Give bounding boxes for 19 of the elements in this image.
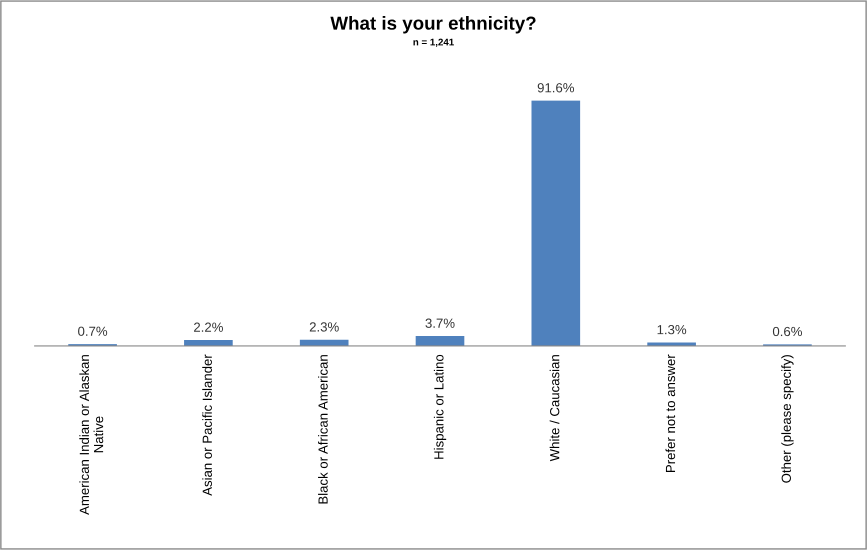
- data-label: 91.6%: [538, 83, 574, 92]
- bar: [531, 100, 580, 346]
- chart-title: What is your ethnicity?: [330, 16, 536, 34]
- data-label: 3.7%: [425, 318, 455, 328]
- data-label: 0.6%: [772, 326, 802, 336]
- x-tick-label: Prefer not to answer: [665, 354, 676, 472]
- bar: [416, 336, 464, 346]
- bar: [184, 340, 233, 346]
- x-tick-label: Asian or Pacific Islander: [202, 354, 212, 496]
- x-tick-label: White / Caucasian: [550, 355, 560, 462]
- data-label: 2.2%: [194, 322, 223, 332]
- x-tick-label: Other (please specify): [781, 355, 794, 483]
- data-label: 2.3%: [310, 322, 339, 332]
- x-tick-label: American Indian or Alaskan Native: [79, 355, 104, 515]
- data-label: 1.3%: [658, 324, 686, 334]
- data-label: 0.7%: [78, 326, 108, 336]
- chart-subtitle: n = 1,241: [413, 38, 454, 47]
- x-tick-label: Black or African American: [318, 355, 328, 504]
- x-tick-label: Hispanic or Latino: [434, 354, 446, 459]
